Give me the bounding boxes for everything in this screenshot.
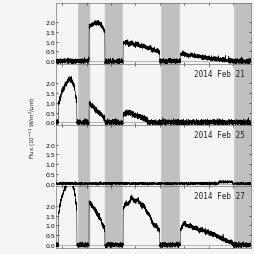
Bar	[56, 187, 76, 248]
Bar	[104, 65, 123, 126]
Bar	[104, 187, 123, 248]
Bar	[76, 65, 89, 126]
Bar	[159, 187, 180, 248]
Bar	[76, 187, 89, 248]
Bar	[232, 4, 251, 65]
Bar	[104, 4, 123, 65]
Bar	[232, 126, 251, 187]
Bar	[180, 65, 232, 126]
Bar	[56, 4, 76, 65]
Bar	[180, 187, 232, 248]
Bar	[104, 126, 123, 187]
Bar	[56, 65, 76, 126]
Bar	[123, 187, 159, 248]
Bar	[159, 65, 180, 126]
Text: 2014 Feb 27: 2014 Feb 27	[194, 192, 244, 200]
Bar	[123, 65, 159, 126]
Bar	[180, 4, 232, 65]
Bar	[76, 4, 89, 65]
Bar	[232, 187, 251, 248]
Bar	[159, 4, 180, 65]
Bar	[123, 126, 159, 187]
Bar	[76, 126, 89, 187]
Bar	[232, 65, 251, 126]
Text: 2014 Feb 21: 2014 Feb 21	[194, 70, 244, 78]
Bar	[56, 126, 76, 187]
Bar	[159, 126, 180, 187]
Bar	[180, 126, 232, 187]
Text: 2014 Feb 25: 2014 Feb 25	[194, 131, 244, 139]
Bar	[123, 4, 159, 65]
Text: Flux ($10^{-13}$ W/m$^2$/$\mu$m): Flux ($10^{-13}$ W/m$^2$/$\mu$m)	[28, 96, 38, 158]
